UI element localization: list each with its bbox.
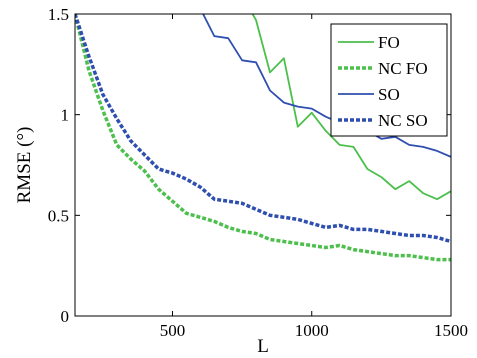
y-tick-label: 0 [61, 307, 70, 326]
legend-label: NC FO [378, 59, 428, 78]
x-tick-label: 1500 [434, 321, 468, 340]
y-tick-label: 0.5 [48, 206, 69, 225]
x-axis-label: L [257, 336, 269, 357]
legend-label: SO [378, 85, 400, 104]
series-line-nc-fo [75, 14, 451, 262]
legend: FO NC FO SO NC SO [330, 23, 448, 137]
tick-layer: 500 1000 1500 0 0.5 1 1.5 [48, 5, 468, 340]
series-layer [75, 14, 451, 262]
x-tick-label: 500 [160, 321, 186, 340]
legend-label: NC SO [378, 111, 428, 130]
y-tick-label: 1 [61, 106, 70, 125]
legend-label: FO [378, 33, 400, 52]
x-tick-label: 1000 [295, 321, 329, 340]
y-tick-label: 1.5 [48, 5, 69, 24]
y-axis-label: RMSE (°) [14, 127, 35, 204]
series-line-nc-so [75, 14, 451, 244]
series-line-fo [251, 14, 451, 201]
series-line-so [202, 14, 451, 158]
plot-frame [74, 13, 452, 317]
